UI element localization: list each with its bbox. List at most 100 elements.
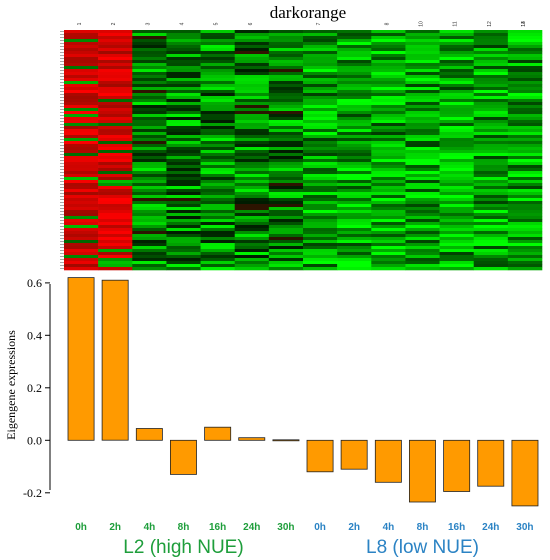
heatmap-cell [234, 195, 270, 199]
heatmap-cell [371, 204, 406, 208]
heatmap-cell [268, 228, 304, 232]
heatmap-cell [166, 180, 201, 184]
heatmap-cell [132, 132, 167, 136]
heatmap-cell [268, 189, 304, 193]
heatmap-cell [507, 63, 543, 67]
heatmap-cell [64, 159, 99, 163]
heatmap-cell [337, 105, 372, 109]
heatmap-cell [507, 243, 543, 247]
heatmap-cell [98, 144, 133, 148]
heatmap-cell [234, 78, 270, 82]
heatmap-cell [166, 111, 201, 115]
heatmap-cell [337, 240, 372, 244]
heatmap-cell [371, 141, 406, 145]
heatmap-cell [337, 207, 372, 211]
heatmap-cell [439, 162, 475, 166]
heatmap-cell [371, 84, 406, 88]
heatmap-cell [64, 75, 99, 79]
heatmap-cell [200, 237, 236, 241]
heatmap-cell [337, 159, 372, 163]
heatmap-cell [371, 171, 406, 175]
heatmap-cell [268, 129, 304, 133]
heatmap-cell [166, 255, 201, 259]
heatmap-cell [200, 135, 236, 139]
bar-series [67, 277, 539, 507]
heatmap-cell [405, 51, 440, 55]
heatmap-cell [268, 237, 304, 241]
heatmap-cell [473, 174, 509, 178]
heatmap-cell [473, 219, 509, 223]
heatmap-cell [132, 45, 167, 49]
heatmap-cell [473, 39, 509, 43]
heatmap-cell [405, 165, 440, 169]
heatmap-cell [507, 93, 543, 97]
heatmap-cell [98, 147, 133, 151]
heatmap-cell [166, 39, 201, 43]
heatmap-cell [64, 195, 99, 199]
heatmap-cell [64, 51, 99, 55]
heatmap-cell [337, 189, 372, 193]
heatmap-cell [439, 30, 475, 34]
heatmap-cell [234, 72, 270, 76]
heatmap-cell [268, 225, 304, 229]
heatmap-cell [303, 141, 338, 145]
heatmap-cell [439, 33, 475, 37]
heatmap-cell [439, 267, 475, 271]
heatmap-cell [473, 117, 509, 121]
heatmap-cell [507, 108, 543, 112]
heatmap-cell [98, 150, 133, 154]
heatmap-cell [473, 195, 509, 199]
heatmap-cell [337, 111, 372, 115]
heatmap-cell [200, 108, 236, 112]
heatmap-cell [64, 165, 99, 169]
heatmap-cell [132, 237, 167, 241]
heatmap-cell [371, 258, 406, 262]
heatmap-cell [337, 234, 372, 238]
heatmap-cell [405, 132, 440, 136]
heatmap-cell [371, 153, 406, 157]
heatmap-cell [166, 201, 201, 205]
heatmap-cell [473, 141, 509, 145]
heatmap-cell [337, 171, 372, 175]
heatmap-cell [337, 102, 372, 106]
heatmap-cell [507, 183, 543, 187]
heatmap-cell [268, 69, 304, 73]
heatmap-cell [166, 267, 201, 271]
heatmap-cell [132, 33, 167, 37]
heatmap-cell [234, 66, 270, 70]
heatmap-cell [473, 93, 509, 97]
heatmap-cell [439, 222, 475, 226]
heatmap-cell [200, 90, 236, 94]
heatmap-cell [64, 78, 99, 82]
heatmap-cell [371, 213, 406, 217]
heatmap-cell [507, 84, 543, 88]
heatmap-cell [98, 135, 133, 139]
heatmap-cell [132, 117, 167, 121]
heatmap-cell [200, 72, 236, 76]
heatmap-cell [268, 144, 304, 148]
heatmap-cell [507, 54, 543, 58]
heatmap-cell [371, 93, 406, 97]
heatmap-cell [303, 222, 338, 226]
heatmap-cell [234, 204, 270, 208]
heatmap-cell [200, 111, 236, 115]
heatmap-cell [234, 93, 270, 97]
heatmap-cell [132, 114, 167, 118]
heatmap-cell [473, 69, 509, 73]
heatmap-cell [98, 33, 133, 37]
heatmap-cell [268, 192, 304, 196]
heatmap-cell [132, 39, 167, 43]
heatmap-cell [439, 102, 475, 106]
heatmap-cell [234, 174, 270, 178]
heatmap-cell [439, 138, 475, 142]
heatmap-cell [64, 171, 99, 175]
heatmap-cell [132, 213, 167, 217]
heatmap-cell [337, 84, 372, 88]
heatmap-cell [473, 72, 509, 76]
heatmap-cell [439, 177, 475, 181]
heatmap-cell [507, 195, 543, 199]
heatmap-cell [371, 108, 406, 112]
heatmap-cell [371, 75, 406, 79]
heatmap-cell [166, 243, 201, 247]
